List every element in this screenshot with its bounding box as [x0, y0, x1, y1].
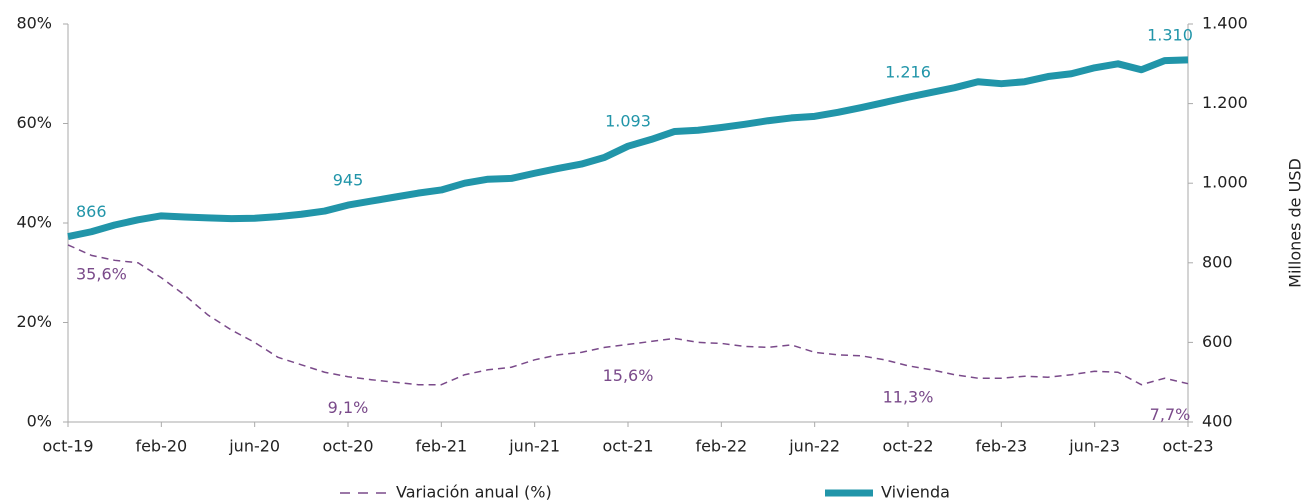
- yticks-label: 60%: [16, 113, 52, 132]
- x-tick-label: jun-20: [228, 437, 280, 456]
- x-tick-label: oct-20: [323, 437, 374, 456]
- y2ticks-label: 1.000: [1202, 173, 1248, 192]
- x-tick-label: oct-19: [43, 437, 94, 456]
- x-tick-label: jun-21: [508, 437, 560, 456]
- data-label: 1.093: [605, 112, 651, 131]
- yticks-label: 20%: [16, 312, 52, 331]
- y2ticks-label: 1.200: [1202, 93, 1248, 112]
- y2ticks-label: 600: [1202, 332, 1233, 351]
- y2-axis-label: Millones de USD: [1286, 158, 1303, 288]
- data-label: 1.216: [885, 63, 931, 82]
- legend-label: Vivienda: [881, 483, 950, 502]
- x-tick-label: jun-23: [1068, 437, 1120, 456]
- x-tick-label: oct-21: [603, 437, 654, 456]
- data-label: 945: [333, 171, 364, 190]
- x-tick-label: feb-20: [135, 437, 187, 456]
- series-line: [67, 244, 1189, 386]
- x-tick-label: feb-23: [975, 437, 1027, 456]
- data-label: 11,3%: [883, 387, 934, 406]
- x-tick-label: jun-22: [788, 437, 840, 456]
- y2ticks-label: 400: [1202, 412, 1233, 431]
- data-label: 7,7%: [1150, 405, 1191, 424]
- data-label: 866: [76, 202, 107, 221]
- data-label: 1.310: [1147, 25, 1193, 44]
- y2ticks-label: 1.400: [1202, 14, 1248, 33]
- y2ticks-label: 800: [1202, 252, 1233, 271]
- yticks-label: 0%: [27, 412, 52, 431]
- data-label: 15,6%: [603, 366, 654, 385]
- yticks-label: 40%: [16, 213, 52, 232]
- series-line: [67, 56, 1189, 240]
- x-tick-label: oct-23: [1163, 437, 1214, 456]
- x-tick-label: feb-21: [415, 437, 467, 456]
- data-label: 35,6%: [76, 264, 127, 283]
- data-label: 9,1%: [328, 398, 369, 417]
- legend-label: Variación anual (%): [396, 483, 552, 502]
- yticks-label: 80%: [16, 14, 52, 33]
- x-tick-label: feb-22: [695, 437, 747, 456]
- x-tick-label: oct-22: [883, 437, 934, 456]
